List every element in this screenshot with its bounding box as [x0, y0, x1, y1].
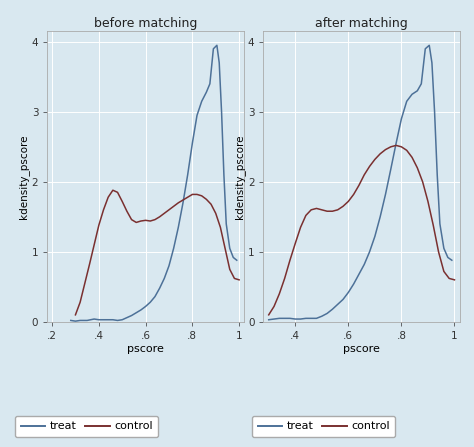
Title: after matching: after matching: [315, 17, 408, 30]
Title: before matching: before matching: [94, 17, 197, 30]
Legend: treat, control: treat, control: [15, 416, 158, 437]
X-axis label: pscore: pscore: [343, 344, 380, 354]
X-axis label: pscore: pscore: [127, 344, 164, 354]
Y-axis label: kdensity_pscore: kdensity_pscore: [234, 134, 245, 219]
Y-axis label: kdensity_pscore: kdensity_pscore: [18, 134, 29, 219]
Legend: treat, control: treat, control: [252, 416, 395, 437]
